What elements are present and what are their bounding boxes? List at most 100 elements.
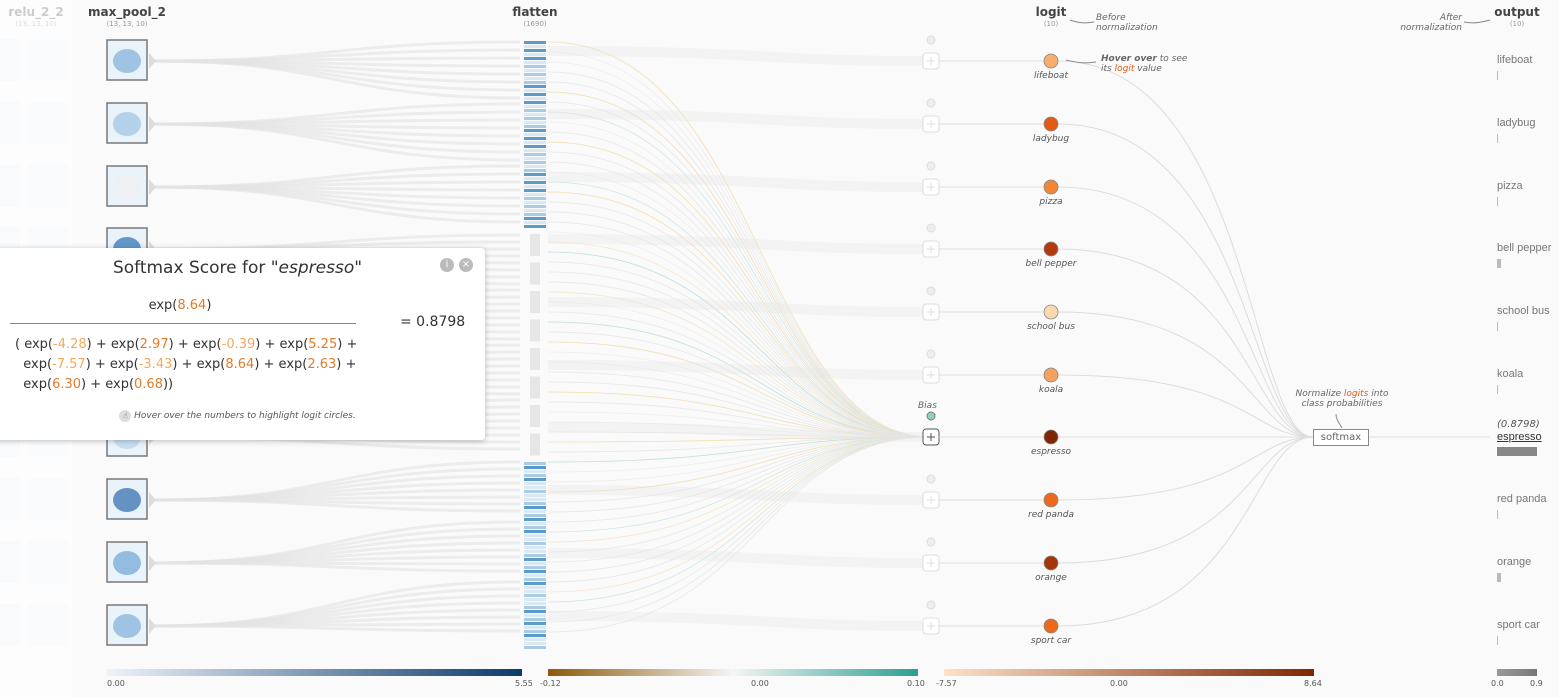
- flatten-unit[interactable]: [524, 646, 546, 649]
- flatten-unit[interactable]: [524, 530, 546, 533]
- flatten-unit[interactable]: [524, 534, 546, 537]
- flatten-unit[interactable]: [524, 538, 546, 541]
- flatten-unit[interactable]: [524, 578, 546, 581]
- flatten-unit[interactable]: [524, 490, 546, 493]
- output-class-label[interactable]: ladybug: [1497, 117, 1536, 129]
- flatten-unit[interactable]: [524, 494, 546, 497]
- flatten-unit[interactable]: [524, 518, 546, 521]
- flatten-unit[interactable]: [524, 526, 546, 529]
- flatten-unit[interactable]: [524, 69, 546, 72]
- flatten-unit[interactable]: [524, 590, 546, 593]
- flatten-unit[interactable]: [524, 598, 546, 601]
- flatten-collapsed-block[interactable]: [530, 405, 540, 427]
- flatten-unit[interactable]: [524, 145, 546, 148]
- flatten-unit[interactable]: [524, 189, 546, 192]
- flatten-unit[interactable]: [524, 101, 546, 104]
- logit-circle[interactable]: [1043, 304, 1059, 320]
- flatten-unit[interactable]: [524, 482, 546, 485]
- flatten-unit[interactable]: [524, 614, 546, 617]
- output-class-label[interactable]: pizza: [1497, 180, 1523, 192]
- logit-number[interactable]: 6.30: [52, 377, 82, 392]
- flatten-unit[interactable]: [524, 522, 546, 525]
- flatten-unit[interactable]: [524, 197, 546, 200]
- logit-circle[interactable]: [1043, 116, 1059, 132]
- logit-circle[interactable]: [1043, 367, 1059, 383]
- output-title[interactable]: output: [1494, 5, 1540, 19]
- flatten-unit[interactable]: [524, 57, 546, 60]
- flatten-unit[interactable]: [524, 474, 546, 477]
- flatten-unit[interactable]: [524, 125, 546, 128]
- output-probability-bar[interactable]: [1497, 71, 1498, 80]
- flatten-unit[interactable]: [524, 634, 546, 637]
- output-class-label[interactable]: sport car: [1497, 619, 1540, 631]
- flatten-unit[interactable]: [524, 201, 546, 204]
- flatten-unit[interactable]: [524, 554, 546, 557]
- flatten-unit[interactable]: [524, 217, 546, 220]
- flatten-unit[interactable]: [524, 506, 546, 509]
- flatten-unit[interactable]: [524, 582, 546, 585]
- flatten-unit[interactable]: [524, 574, 546, 577]
- flatten-unit[interactable]: [524, 205, 546, 208]
- logit-circle[interactable]: [1043, 241, 1059, 257]
- output-class-label[interactable]: school bus: [1497, 305, 1550, 317]
- logit-number[interactable]: -0.39: [221, 337, 256, 352]
- flatten-unit[interactable]: [524, 626, 546, 629]
- flatten-unit[interactable]: [524, 221, 546, 224]
- bias-node[interactable]: [926, 474, 936, 484]
- logit-number[interactable]: -3.43: [138, 357, 173, 372]
- logit-number[interactable]: 2.63: [307, 357, 337, 372]
- flatten-unit[interactable]: [524, 642, 546, 645]
- flatten-unit[interactable]: [524, 53, 546, 56]
- flatten-unit[interactable]: [524, 193, 546, 196]
- flatten-unit[interactable]: [524, 45, 546, 48]
- flatten-unit[interactable]: [524, 638, 546, 641]
- logit-circle[interactable]: [1043, 429, 1059, 445]
- flatten-unit[interactable]: [524, 133, 546, 136]
- flatten-unit[interactable]: [524, 61, 546, 64]
- bias-node[interactable]: [926, 286, 936, 296]
- flatten-unit[interactable]: [524, 137, 546, 140]
- flatten-unit[interactable]: [524, 89, 546, 92]
- bias-node[interactable]: [926, 600, 936, 610]
- close-icon[interactable]: ×: [459, 258, 473, 272]
- flatten-unit[interactable]: [524, 81, 546, 84]
- flatten-unit[interactable]: [524, 478, 546, 481]
- flatten-unit[interactable]: [524, 502, 546, 505]
- flatten-unit[interactable]: [524, 169, 546, 172]
- logit-title[interactable]: logit: [1035, 5, 1067, 19]
- flatten-unit[interactable]: [524, 209, 546, 212]
- bias-node[interactable]: [926, 537, 936, 547]
- output-probability-bar[interactable]: [1497, 385, 1498, 394]
- flatten-unit[interactable]: [524, 121, 546, 124]
- flatten-collapsed-block[interactable]: [530, 376, 540, 399]
- output-probability-bar[interactable]: [1497, 447, 1537, 456]
- flatten-title[interactable]: flatten: [512, 5, 558, 19]
- flatten-collapsed-block[interactable]: [530, 234, 540, 256]
- flatten-unit[interactable]: [524, 73, 546, 76]
- flatten-unit[interactable]: [524, 97, 546, 100]
- output-class-label[interactable]: orange: [1497, 556, 1532, 568]
- flatten-unit[interactable]: [524, 165, 546, 168]
- flatten-unit[interactable]: [524, 141, 546, 144]
- flatten-unit[interactable]: [524, 570, 546, 573]
- flatten-collapsed-block[interactable]: [530, 348, 540, 370]
- flatten-unit[interactable]: [524, 610, 546, 613]
- output-probability-bar[interactable]: [1497, 510, 1498, 519]
- flatten-unit[interactable]: [524, 606, 546, 609]
- flatten-unit[interactable]: [524, 113, 546, 116]
- flatten-unit[interactable]: [524, 618, 546, 621]
- bias-node[interactable]: [926, 223, 936, 233]
- logit-number[interactable]: 0.68: [134, 377, 163, 392]
- logit-circle[interactable]: [1043, 555, 1059, 571]
- flatten-unit[interactable]: [524, 602, 546, 605]
- logit-circle[interactable]: [1043, 53, 1059, 69]
- output-class-label[interactable]: bell pepper: [1497, 242, 1552, 254]
- output-class-label[interactable]: espresso: [1497, 431, 1542, 443]
- logit-circle[interactable]: [1043, 618, 1059, 634]
- flatten-collapsed-block[interactable]: [530, 262, 540, 285]
- faded-layer-title[interactable]: relu_2_2: [8, 5, 64, 19]
- flatten-unit[interactable]: [524, 49, 546, 52]
- flatten-unit[interactable]: [524, 630, 546, 633]
- flatten-unit[interactable]: [524, 225, 546, 228]
- flatten-unit[interactable]: [524, 149, 546, 152]
